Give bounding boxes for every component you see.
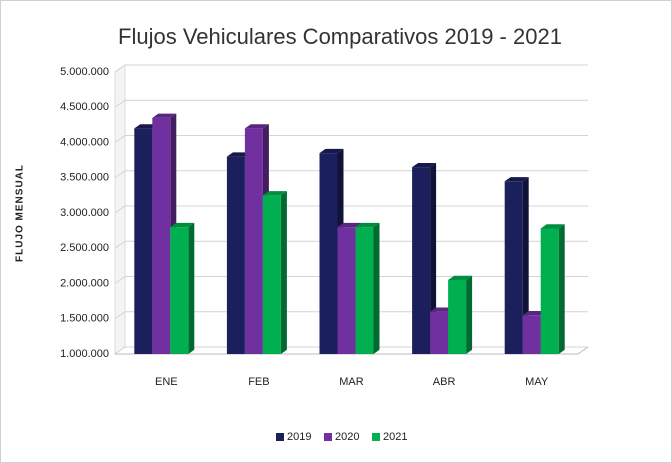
bar-face — [152, 117, 171, 354]
grid-line — [114, 99, 588, 108]
bar-face — [412, 162, 437, 168]
y-axis-title: FLUJO MENSUAL — [15, 164, 26, 262]
bar-face — [522, 315, 541, 354]
y-tick-label: 2.000.000 — [60, 277, 109, 289]
x-tick-label: MAY — [525, 376, 549, 388]
x-tick-label: MAR — [339, 376, 364, 388]
bar-face — [540, 224, 565, 229]
bar — [504, 177, 529, 354]
bar-face — [280, 191, 287, 354]
bar — [448, 275, 473, 354]
bar-face — [188, 222, 195, 354]
y-tick-label: 2.500.000 — [60, 242, 109, 254]
bar-face — [244, 124, 269, 129]
y-tick-label: 4.500.000 — [60, 101, 109, 113]
bar-face — [430, 162, 437, 354]
y-tick-label: 3.500.000 — [60, 172, 109, 184]
bar-face — [448, 279, 467, 354]
y-tick-label: 3.000.000 — [60, 207, 109, 219]
bar-face — [373, 222, 380, 354]
y-tick-label: 5.000.000 — [60, 66, 109, 78]
y-tick-label: 4.000.000 — [60, 136, 109, 148]
legend-label: 2019 — [287, 431, 311, 443]
bar-face — [522, 177, 529, 354]
bar-face — [412, 167, 431, 354]
bar-face — [504, 177, 529, 182]
legend-swatch — [372, 433, 380, 441]
bar-face — [558, 224, 565, 354]
bar-face — [448, 275, 473, 280]
bar-face — [355, 222, 380, 228]
x-tick-label: FEB — [248, 376, 269, 388]
bar-face — [262, 191, 287, 196]
grid-line — [114, 135, 588, 143]
bar-face — [430, 311, 449, 354]
x-tick-label: ABR — [433, 376, 456, 388]
bar — [540, 224, 565, 354]
legend-swatch — [324, 433, 332, 441]
legend-label: 2020 — [335, 431, 359, 443]
bar-face — [262, 195, 281, 354]
bar-face — [226, 156, 245, 354]
x-tick-label: ENE — [155, 376, 178, 388]
bar-face — [152, 113, 177, 118]
bar-face — [466, 275, 473, 354]
bar-face — [540, 228, 559, 354]
chart-title: Flujos Vehiculares Comparativos 2019 - 2… — [118, 24, 562, 49]
bar-face — [319, 153, 338, 354]
bar-face — [134, 128, 153, 354]
bar — [412, 162, 437, 354]
bar-face — [504, 181, 523, 354]
bar-face — [337, 227, 356, 354]
bar-face — [170, 227, 189, 354]
y-tick-label: 1.000.000 — [60, 348, 109, 360]
y-tick-label: 1.500.000 — [60, 313, 109, 325]
bar — [262, 191, 287, 354]
bar-face — [355, 227, 374, 354]
legend-swatch — [276, 433, 284, 441]
bar — [355, 222, 380, 354]
bar-face — [244, 128, 263, 354]
legend-label: 2021 — [383, 431, 407, 443]
bar-face — [170, 222, 195, 228]
bar — [170, 222, 195, 354]
bar-face — [319, 148, 344, 154]
bar-face — [337, 222, 362, 228]
grid-line — [114, 64, 588, 73]
